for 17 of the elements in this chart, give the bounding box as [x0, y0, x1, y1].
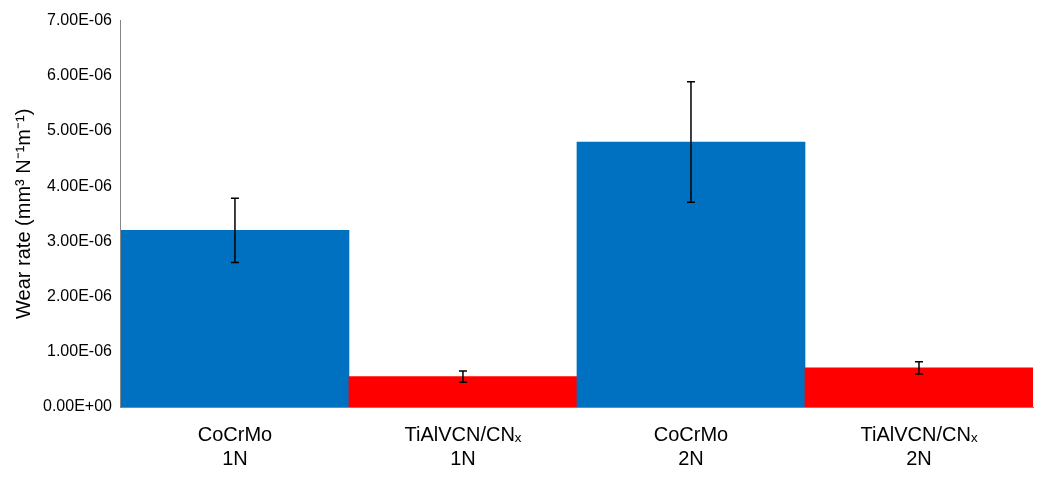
x-tick-label: TiAlVCN/CNₓ 1N — [404, 422, 522, 469]
bar — [120, 230, 350, 407]
y-axis-title: Wear rate (mm³ N⁻¹m⁻¹) — [11, 108, 34, 319]
y-tick-label: 3.00E-06 — [47, 231, 113, 249]
bar — [804, 367, 1033, 407]
x-tick-label: TiAlVCN/CNₓ 2N — [860, 422, 978, 469]
y-tick-label: 1.00E-06 — [47, 342, 113, 360]
y-tick-label: 2.00E-06 — [47, 287, 113, 305]
bar — [576, 141, 806, 407]
y-tick-label: 0.00E+00 — [43, 397, 113, 415]
bar — [348, 376, 578, 407]
y-tick-label: 6.00E-06 — [47, 66, 113, 84]
x-tick-label: CoCrMo 2N — [653, 422, 729, 469]
y-tick-label: 7.00E-06 — [47, 11, 113, 29]
y-tick-label: 5.00E-06 — [47, 121, 113, 139]
x-tick-label: CoCrMo 1N — [197, 422, 273, 469]
y-tick-label: 4.00E-06 — [47, 176, 113, 194]
